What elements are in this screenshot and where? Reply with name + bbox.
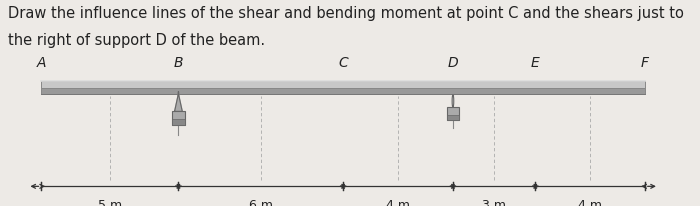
Text: D: D xyxy=(447,56,458,70)
Text: B: B xyxy=(174,56,183,70)
Text: F: F xyxy=(641,56,649,70)
Text: 3 m: 3 m xyxy=(482,198,506,206)
Text: E: E xyxy=(531,56,540,70)
Bar xyxy=(172,120,186,125)
Text: 4 m: 4 m xyxy=(386,198,410,206)
Circle shape xyxy=(452,95,454,108)
Bar xyxy=(41,89,645,94)
Text: 4 m: 4 m xyxy=(578,198,602,206)
Text: 6 m: 6 m xyxy=(248,198,273,206)
Bar xyxy=(447,108,459,120)
Text: 5 m: 5 m xyxy=(98,198,122,206)
Text: C: C xyxy=(338,56,348,70)
Text: the right of support ​D of the beam.: the right of support ​D of the beam. xyxy=(8,33,265,48)
Bar xyxy=(41,81,645,89)
Bar xyxy=(447,116,459,120)
Polygon shape xyxy=(174,94,182,112)
Text: Draw the influence lines of the shear and bending moment at point C and the shea: Draw the influence lines of the shear an… xyxy=(8,6,684,21)
Bar xyxy=(172,112,186,125)
Text: A: A xyxy=(36,56,46,70)
